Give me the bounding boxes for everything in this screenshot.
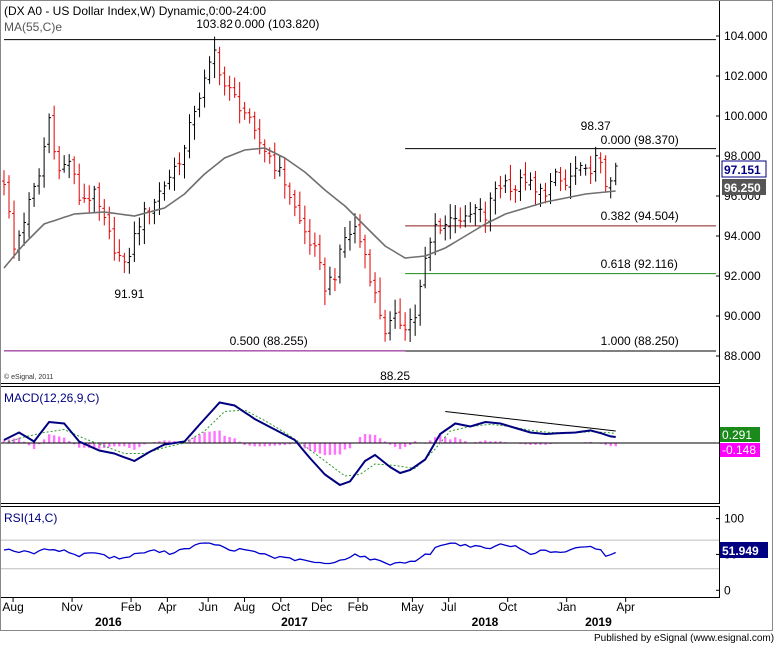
publisher-footer: Published by eSignal (www.esignal.com) [594, 633, 774, 644]
rsi-line [3, 542, 616, 566]
x-year-label: 2019 [585, 615, 612, 629]
macd-trendline [445, 411, 616, 432]
x-month-label: May [401, 600, 424, 614]
price-annotation: 1.000 (88.250) [601, 334, 679, 348]
price-annotation: 103.82 [196, 17, 233, 31]
price-annotation: 0.000 (98.370) [601, 133, 679, 147]
x-month-label: Jan [557, 600, 576, 614]
ma55-line [3, 147, 616, 269]
price-annotation: 88.25 [380, 369, 410, 383]
price-ytick-label: 98.000 [724, 149, 761, 163]
x-month-label: Oct [271, 600, 290, 614]
price-ytick-label: 102.000 [724, 69, 768, 83]
x-month-label: Apr [158, 600, 177, 614]
current-rsi-badge [720, 542, 768, 558]
price-annotation: 98.37 [581, 119, 611, 133]
current-price-value: 97.151 [724, 163, 761, 177]
price-annotation: 0.500 (88.255) [230, 334, 308, 348]
current-ma-badge [722, 179, 766, 195]
x-month-label: Apr [616, 600, 635, 614]
rsi-layer: 100500 [1, 512, 744, 597]
x-month-label: Dec [311, 600, 332, 614]
outer-frame [0, 0, 773, 631]
rsi-title: RSI(14,C) [4, 511, 57, 525]
price-annotation: 0.000 (103.820) [235, 17, 320, 31]
ma-indicator-label: MA(55,C)e [4, 20, 62, 34]
x-month-label: Aug [234, 600, 255, 614]
price-ytick-label: 100.000 [724, 109, 768, 123]
price-ytick-label: 104.000 [724, 29, 768, 43]
macd-line [3, 401, 616, 487]
x-month-label: Feb [348, 600, 369, 614]
current-rsi-value: 51.949 [722, 544, 759, 558]
x-month-label: Jul [441, 600, 456, 614]
price-annotation: 0.382 (94.504) [601, 209, 679, 223]
x-month-label: Jun [199, 600, 218, 614]
price-annotation: 91.91 [114, 287, 144, 301]
current-hist-value: -0.148 [722, 443, 756, 457]
x-month-label: Feb [121, 600, 142, 614]
price-ytick-label: 90.000 [724, 309, 761, 323]
rsi-ytick-label: 100 [724, 512, 744, 526]
macd-title: MACD(12,26,9,C) [4, 391, 99, 405]
price-ytick-label: 94.000 [724, 229, 761, 243]
x-axis-layer: Aug Nov Feb Apr Jun Aug Oct Dec Feb May Jul Oct Jan A… [2, 598, 635, 629]
rsi-ytick-label: 0 [724, 583, 731, 597]
price-layer: 104.000102.000100.00098.00096.00094.0009… [2, 17, 768, 383]
current-price-badge [721, 160, 767, 178]
rsi-panel-frame [0, 506, 720, 598]
x-month-label: Aug [2, 600, 23, 614]
x-year-label: 2017 [281, 615, 308, 629]
x-month-label: Oct [498, 600, 517, 614]
current-macd-badge [720, 427, 760, 442]
current-macd-value: 0.291 [722, 428, 752, 442]
macd-layer [1, 401, 719, 487]
current-ma-value: 96.250 [724, 181, 761, 195]
x-year-label: 2018 [472, 615, 499, 629]
x-month-label: Nov [61, 600, 82, 614]
price-annotation: 0.618 (92.116) [601, 257, 678, 271]
price-ytick-label: 88.000 [724, 349, 761, 363]
chart-title: (DX A0 - US Dollar Index,W) Dynamic,0:00… [4, 4, 266, 18]
x-year-label: 2016 [95, 615, 122, 629]
esignal-watermark: © eSignal, 2011 [4, 373, 54, 381]
price-ytick-label: 92.000 [724, 269, 761, 283]
current-hist-badge [720, 443, 760, 457]
